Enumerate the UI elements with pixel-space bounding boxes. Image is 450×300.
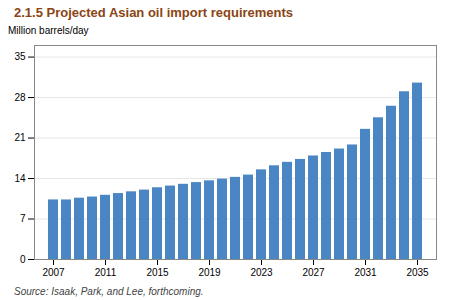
svg-text:2019: 2019 [198, 267, 221, 278]
svg-text:2015: 2015 [146, 267, 169, 278]
svg-text:2035: 2035 [406, 267, 429, 278]
html-text:Million barrels/day: Million barrels/day [8, 25, 89, 36]
svg-text:35: 35 [14, 51, 26, 62]
svg-text:2027: 2027 [302, 267, 325, 278]
svg-text:2007: 2007 [42, 267, 65, 278]
svg-text:21: 21 [14, 132, 26, 143]
html-text:Source: Isaak, Park, and Lee,: Source: Isaak, Park, and Lee, forthcomin… [14, 286, 204, 297]
svg-text:2023: 2023 [250, 267, 273, 278]
svg-text:0: 0 [20, 254, 26, 265]
svg-text:14: 14 [14, 173, 26, 184]
svg-text:7: 7 [20, 213, 26, 224]
html-text:2.1.5 Projected Asian oil impo: 2.1.5 Projected Asian oil import require… [14, 5, 294, 20]
svg-text:2011: 2011 [95, 267, 117, 278]
svg-text:28: 28 [14, 92, 26, 103]
svg-text:2031: 2031 [354, 267, 377, 278]
